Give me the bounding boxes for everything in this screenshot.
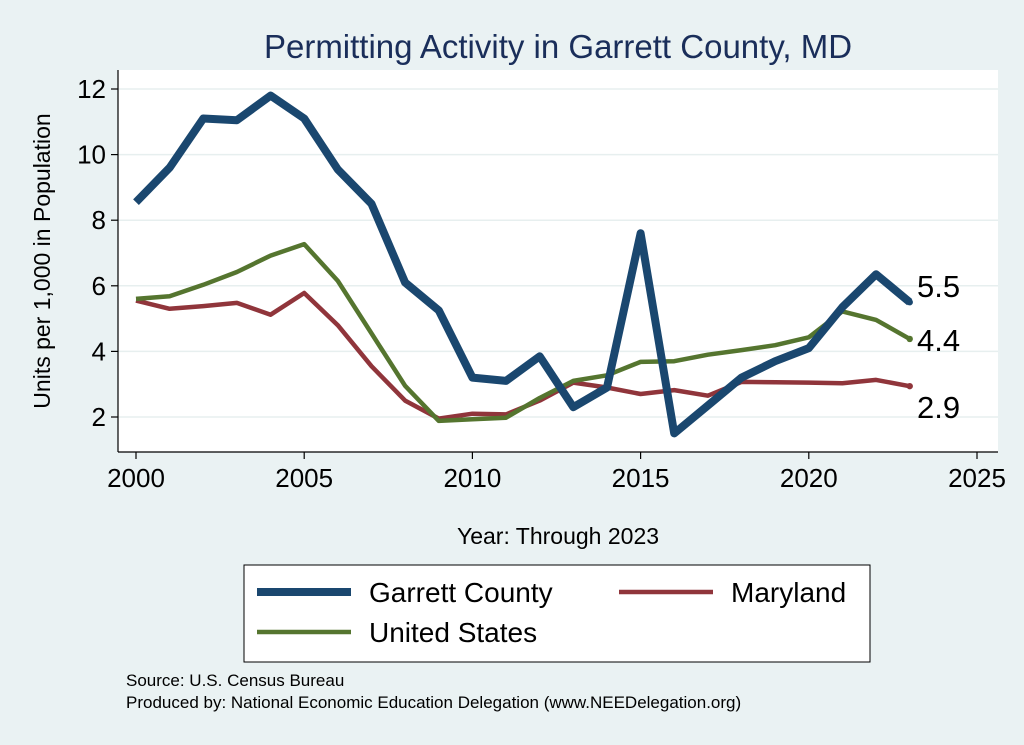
- x-tick-label: 2000: [107, 463, 165, 493]
- legend-label: Maryland: [731, 577, 846, 608]
- end-label: 5.5: [917, 269, 960, 304]
- axis-ticks: 2 4 6 8 10 12 2000 2005 2010 2015 2020 2025: [77, 74, 1006, 493]
- y-tick-label: 2: [92, 402, 106, 432]
- y-tick-label: 6: [92, 271, 106, 301]
- source-note: Source: U.S. Census Bureau: [126, 671, 344, 690]
- x-tick-label: 2025: [948, 463, 1006, 493]
- end-label: 4.4: [917, 323, 960, 358]
- x-tick-label: 2005: [275, 463, 333, 493]
- gridlines: [118, 88, 998, 418]
- end-marker: [906, 299, 913, 306]
- end-label: 2.9: [917, 390, 960, 425]
- y-tick-label: 12: [77, 74, 106, 104]
- y-axis-title: Units per 1,000 in Population: [29, 113, 55, 408]
- series-line-united-states: [135, 241, 911, 424]
- legend: Garrett County Maryland United States: [257, 577, 846, 648]
- legend-label: Garrett County: [369, 577, 553, 608]
- legend-box: [243, 564, 871, 663]
- chart-title: Permitting Activity in Garrett County, M…: [264, 28, 852, 65]
- x-tick-label: 2015: [612, 463, 670, 493]
- y-tick-label: 8: [92, 205, 106, 235]
- end-labels: 5.5 2.9 4.4: [906, 269, 960, 425]
- y-tick-label: 4: [92, 336, 106, 366]
- end-marker: [906, 335, 913, 343]
- end-marker: [906, 382, 913, 390]
- producer-note: Produced by: National Economic Education…: [126, 693, 741, 712]
- x-tick-label: 2020: [780, 463, 838, 493]
- x-axis-title: Year: Through 2023: [457, 523, 659, 549]
- y-tick-label: 10: [77, 140, 106, 170]
- series-lines: [133, 91, 913, 438]
- plot-area: [118, 70, 998, 452]
- x-tick-label: 2010: [443, 463, 501, 493]
- series-line-garrett-county: [133, 91, 913, 438]
- legend-label: United States: [369, 617, 537, 648]
